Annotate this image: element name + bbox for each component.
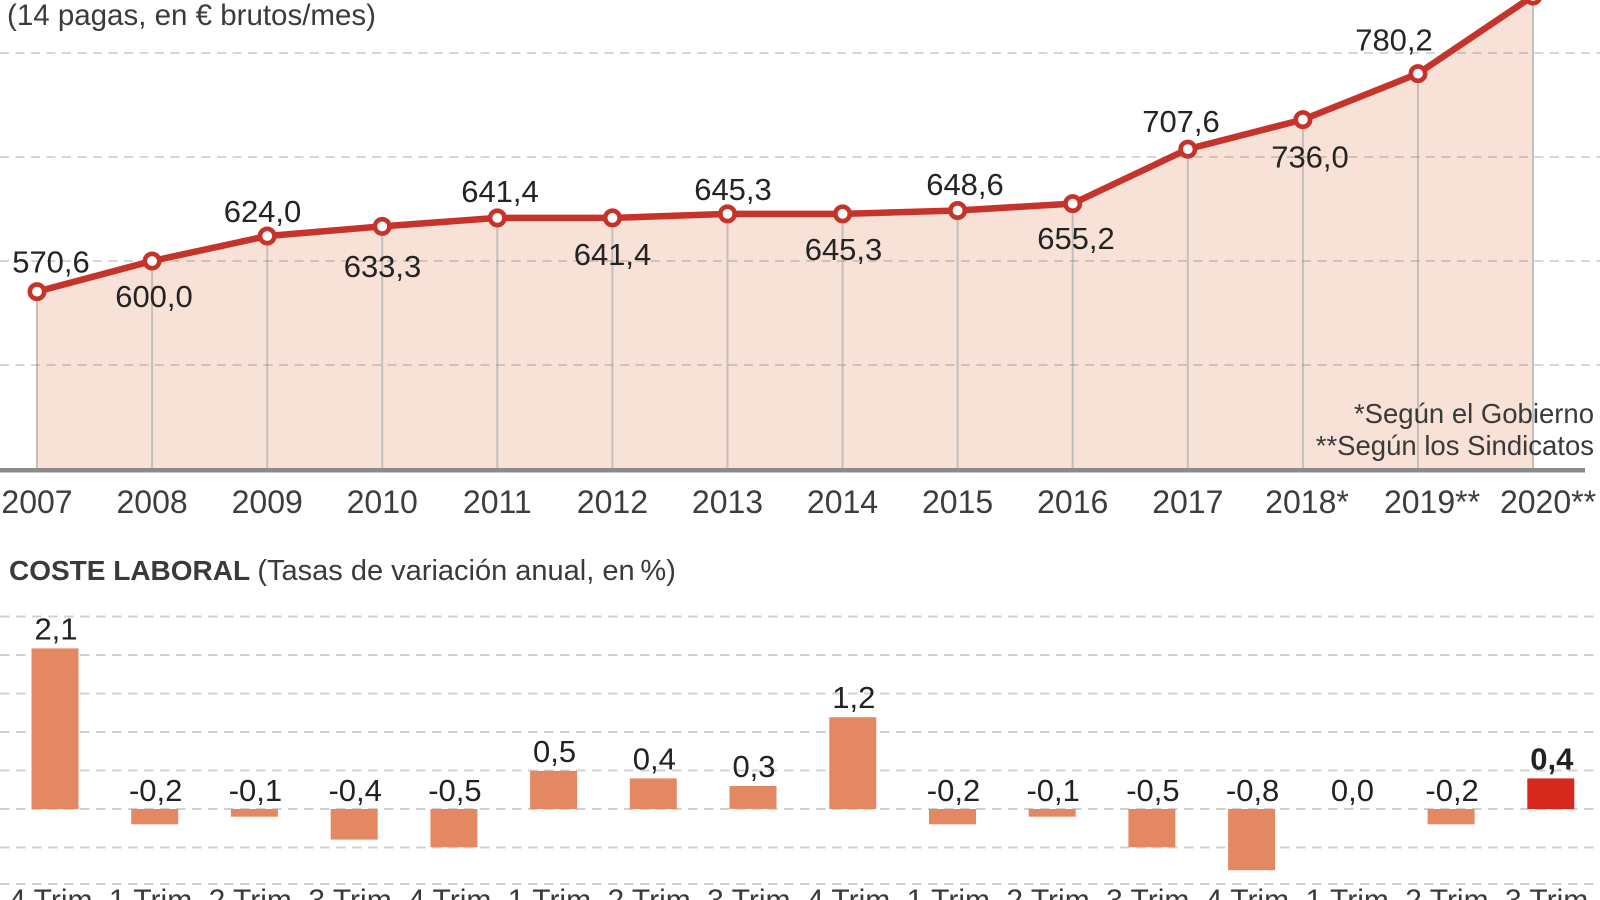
svg-text:-0,2: -0,2 (927, 773, 980, 808)
svg-text:4 Trim.: 4 Trim. (9, 884, 101, 900)
svg-text:600,0: 600,0 (115, 279, 193, 314)
svg-text:2020**: 2020** (1500, 484, 1596, 520)
svg-text:641,4: 641,4 (574, 237, 652, 272)
svg-text:COSTE LABORAL (Tasas de variac: COSTE LABORAL (Tasas de variación anual,… (9, 555, 676, 587)
svg-text:(14 pagas, en € brutos/mes): (14 pagas, en € brutos/mes) (7, 0, 376, 32)
svg-text:570,6: 570,6 (12, 245, 90, 280)
svg-text:4 Trim.: 4 Trim. (1206, 884, 1298, 900)
svg-text:780,2: 780,2 (1355, 23, 1433, 58)
svg-text:-0,1: -0,1 (229, 773, 282, 808)
svg-text:1 Trim.: 1 Trim. (907, 884, 999, 900)
svg-text:0,4: 0,4 (1530, 741, 1574, 776)
svg-text:645,3: 645,3 (694, 172, 772, 207)
svg-text:2,1: 2,1 (34, 611, 77, 646)
svg-text:4 Trim.: 4 Trim. (408, 884, 500, 900)
svg-text:645,3: 645,3 (805, 232, 883, 267)
svg-text:707,6: 707,6 (1142, 104, 1220, 139)
svg-text:3 Trim.: 3 Trim. (308, 884, 400, 900)
svg-text:641,4: 641,4 (461, 174, 539, 209)
svg-text:1 Trim.: 1 Trim. (109, 884, 201, 900)
svg-text:655,2: 655,2 (1037, 221, 1115, 256)
svg-text:-0,1: -0,1 (1026, 773, 1079, 808)
svg-text:**Según los Sindicatos: **Según los Sindicatos (1316, 430, 1594, 461)
svg-text:2007: 2007 (1, 484, 72, 520)
svg-text:3 Trim.: 3 Trim. (707, 884, 799, 900)
svg-text:2016: 2016 (1037, 484, 1108, 520)
svg-text:2008: 2008 (117, 484, 188, 520)
svg-text:2018*: 2018* (1265, 484, 1349, 520)
svg-text:2 Trim.: 2 Trim. (1405, 884, 1497, 900)
svg-text:0,5: 0,5 (533, 734, 576, 769)
svg-text:*Según el Gobierno: *Según el Gobierno (1354, 398, 1594, 429)
svg-text:2 Trim.: 2 Trim. (209, 884, 301, 900)
svg-text:2 Trim.: 2 Trim. (607, 884, 699, 900)
svg-text:2014: 2014 (807, 484, 878, 520)
svg-text:2019**: 2019** (1384, 484, 1480, 520)
svg-text:3 Trim.: 3 Trim. (1505, 884, 1597, 900)
svg-text:-0,5: -0,5 (1126, 773, 1179, 808)
svg-text:2015: 2015 (922, 484, 993, 520)
svg-text:2 Trim.: 2 Trim. (1006, 884, 1098, 900)
svg-text:736,0: 736,0 (1271, 140, 1349, 175)
svg-text:1,2: 1,2 (832, 680, 875, 715)
svg-text:2017: 2017 (1152, 484, 1223, 520)
svg-text:1 Trim.: 1 Trim. (1306, 884, 1398, 900)
svg-text:3 Trim.: 3 Trim. (1106, 884, 1198, 900)
svg-text:-0,4: -0,4 (328, 773, 381, 808)
svg-text:1 Trim.: 1 Trim. (508, 884, 600, 900)
svg-text:0,4: 0,4 (633, 741, 676, 776)
svg-text:624,0: 624,0 (224, 194, 302, 229)
svg-text:0,0: 0,0 (1331, 773, 1374, 808)
svg-text:2009: 2009 (232, 484, 303, 520)
svg-text:648,6: 648,6 (926, 167, 1004, 202)
svg-text:2013: 2013 (692, 484, 763, 520)
svg-text:-0,8: -0,8 (1226, 773, 1279, 808)
svg-text:2011: 2011 (463, 484, 532, 520)
svg-text:-0,2: -0,2 (129, 773, 182, 808)
svg-text:-0,2: -0,2 (1425, 773, 1478, 808)
svg-text:633,3: 633,3 (344, 249, 422, 284)
svg-text:4 Trim.: 4 Trim. (807, 884, 899, 900)
svg-text:0,3: 0,3 (732, 749, 775, 784)
svg-text:2010: 2010 (347, 484, 418, 520)
svg-text:2012: 2012 (577, 484, 648, 520)
svg-text:-0,5: -0,5 (428, 773, 481, 808)
